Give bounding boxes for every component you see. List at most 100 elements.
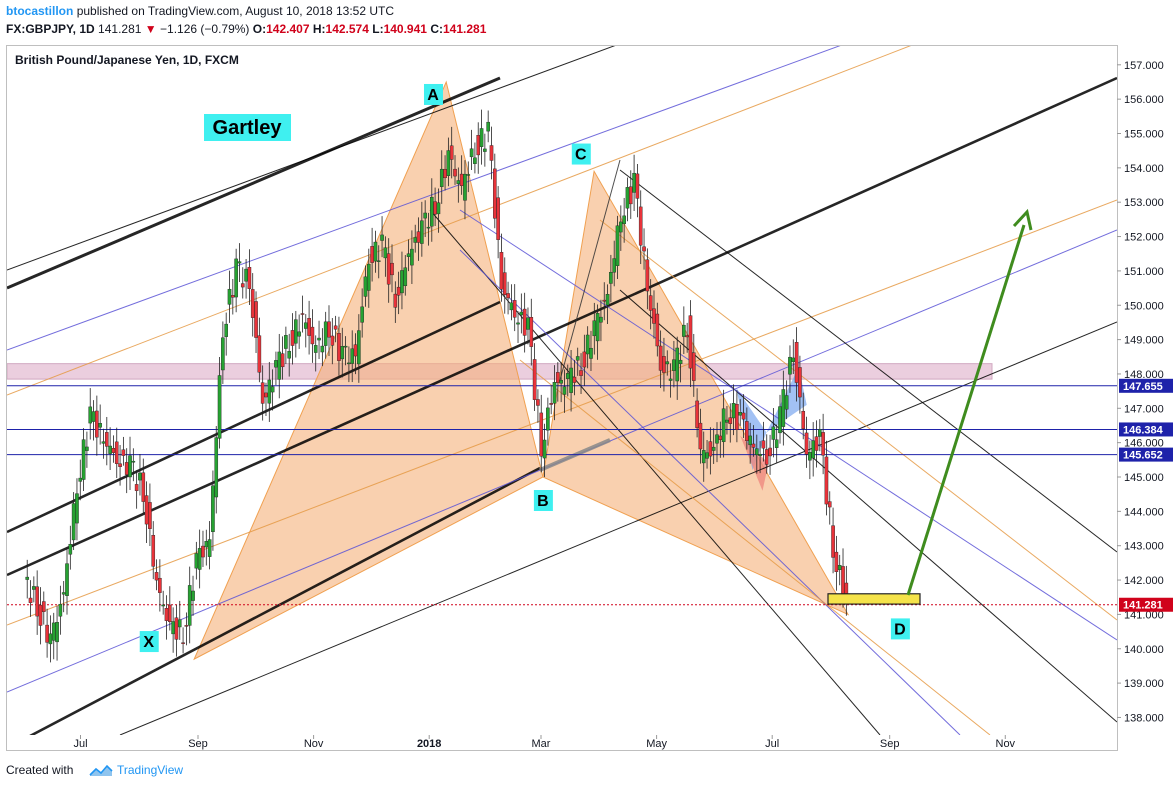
candle-up — [320, 345, 325, 353]
trend-line — [7, 46, 912, 396]
candle-down — [240, 283, 245, 288]
x-tick-label: Jul — [765, 738, 779, 750]
candle-down — [154, 572, 159, 581]
candle-down — [141, 472, 146, 502]
candle-down — [280, 353, 285, 368]
candle-up — [486, 121, 490, 132]
candle-down — [337, 333, 341, 361]
candle-down — [28, 597, 33, 603]
candle-up — [357, 330, 361, 365]
price-change: −1.126 (−0.79%) — [160, 22, 250, 36]
candle-down — [416, 231, 421, 243]
candle-up — [526, 317, 530, 330]
author-link[interactable]: btocastillon — [6, 4, 74, 18]
candle-up — [297, 331, 301, 337]
y-tick-label: 148.000 — [1124, 369, 1164, 381]
candle-up — [575, 356, 580, 361]
candle-up — [701, 450, 706, 464]
mini-pattern-red — [740, 435, 769, 491]
y-tick-label: 147.000 — [1124, 403, 1164, 415]
candle-up — [678, 359, 683, 365]
pattern-name-label: Gartley — [213, 117, 283, 139]
candle-down — [330, 335, 335, 346]
candle-down — [134, 484, 139, 491]
candle-down — [741, 412, 746, 420]
pattern-label-b: B — [537, 493, 549, 510]
candle-up — [811, 440, 815, 459]
candle-up — [101, 441, 106, 444]
candle-down — [489, 145, 494, 161]
candle-up — [406, 253, 411, 257]
candle-up — [400, 270, 404, 294]
chart-title: British Pound/Japanese Yen, 1D, FXCM — [15, 53, 239, 67]
candle-down — [688, 315, 693, 369]
trend-line — [559, 159, 621, 381]
candle-down — [532, 359, 537, 400]
candle-up — [25, 576, 30, 580]
pattern-label-d-box — [890, 618, 910, 640]
candle-down — [158, 577, 162, 593]
candle-up — [98, 423, 102, 428]
chart-frame[interactable] — [6, 45, 1118, 751]
price-chart[interactable]: A B C X D Gartley British Pound/Japanese Yen, … — [0, 0, 1176, 760]
candle-down — [735, 403, 739, 430]
candle-down — [231, 295, 235, 298]
candle-down — [602, 299, 607, 302]
candle-up — [519, 311, 524, 316]
change-down-icon: ▼ — [144, 22, 157, 36]
candle-down — [105, 432, 109, 447]
candle-down — [257, 335, 262, 373]
candle-down — [290, 330, 295, 346]
candle-down — [476, 135, 481, 156]
candle-up — [171, 621, 175, 635]
pattern-label-a-box — [423, 83, 443, 105]
candle-up — [469, 148, 474, 158]
tradingview-logo-icon[interactable] — [88, 762, 114, 778]
candle-up — [466, 174, 471, 176]
candle-down — [764, 449, 769, 465]
candle-up — [585, 334, 590, 355]
candle-down — [652, 308, 656, 324]
candle-up — [668, 378, 673, 381]
candle-up — [347, 362, 351, 365]
candle-down — [493, 168, 497, 219]
candle-up — [91, 411, 96, 422]
candle-down — [168, 604, 172, 622]
candle-up — [565, 373, 570, 379]
candle-down — [582, 351, 587, 368]
candle-up — [32, 586, 36, 590]
candle-up — [711, 446, 716, 451]
candle-down — [396, 286, 401, 296]
candle-up — [426, 226, 431, 229]
target-arrow-head-icon — [1012, 208, 1033, 231]
candle-up — [665, 361, 670, 365]
pattern-label-d: D — [894, 621, 906, 638]
candle-up — [191, 590, 195, 601]
candle-down — [655, 313, 660, 347]
candle-down — [45, 624, 49, 643]
candle-up — [55, 622, 59, 643]
candle-up — [197, 548, 202, 570]
candle-down — [111, 447, 116, 453]
candle-down — [745, 421, 749, 441]
candle-up — [237, 261, 242, 264]
candle-down — [691, 352, 696, 381]
candle-down — [254, 301, 258, 338]
candle-down — [628, 186, 633, 205]
candle-down — [658, 345, 663, 371]
candle-up — [781, 389, 786, 427]
candle-up — [244, 268, 248, 282]
candle-up — [274, 360, 278, 368]
pattern-name-box — [204, 114, 291, 141]
tradingview-brand-link[interactable]: TradingView — [117, 763, 184, 777]
candle-up — [546, 407, 550, 431]
candle-up — [177, 619, 182, 628]
candle-up — [615, 225, 620, 266]
candle-down — [164, 607, 169, 621]
trend-line — [7, 76, 1117, 577]
candle-down — [260, 382, 265, 404]
candle-up — [619, 221, 623, 233]
candle-up — [78, 477, 83, 482]
candle-up — [380, 234, 384, 241]
candle-down — [174, 617, 179, 640]
